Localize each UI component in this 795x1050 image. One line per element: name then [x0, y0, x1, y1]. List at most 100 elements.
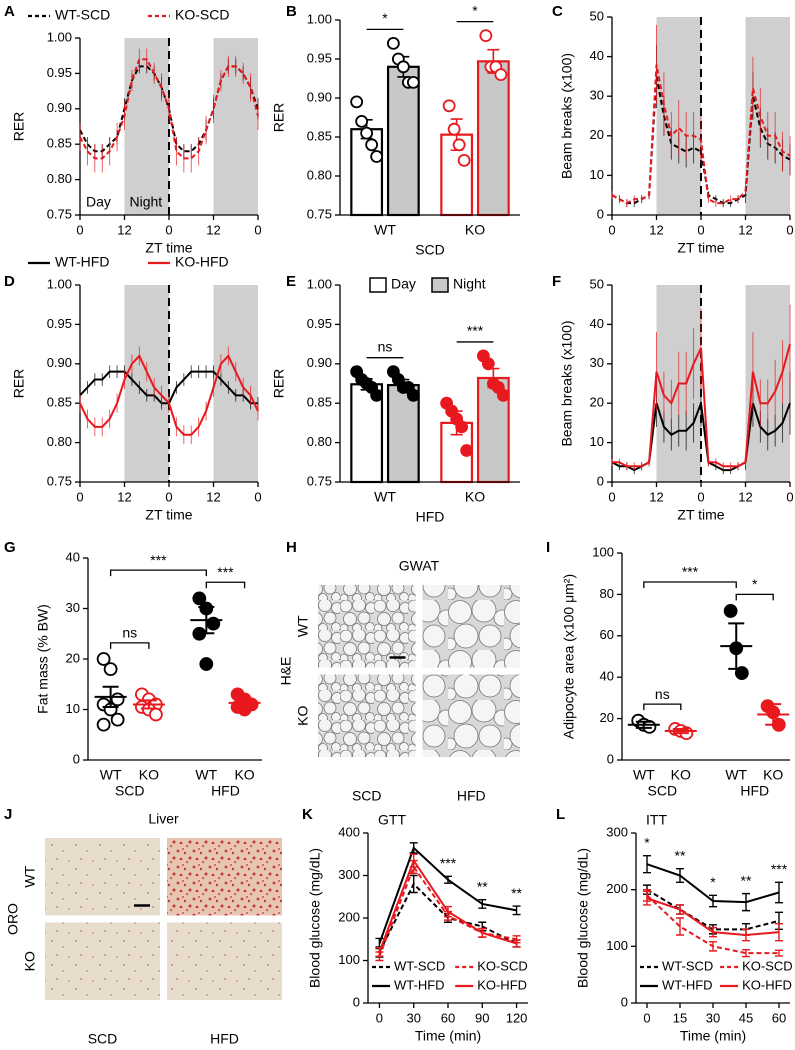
panel-title: ITT	[646, 812, 667, 828]
error-bar	[102, 685, 119, 708]
series-line	[79, 58, 259, 160]
data-point	[460, 444, 474, 457]
legend-label: WT-HFD	[394, 977, 445, 992]
y-tick-label: 0	[607, 751, 614, 766]
panel-label: H	[286, 539, 297, 556]
y-tick-label: 100	[338, 952, 360, 967]
data-point	[457, 153, 471, 167]
y-tick-label: 0.75	[307, 473, 332, 488]
panel-label: F	[552, 273, 561, 290]
series-line	[612, 343, 791, 468]
x-tick-label: WT	[374, 222, 396, 238]
y-tick-label: 1.00	[47, 29, 72, 44]
significance: **	[511, 885, 522, 901]
bracket-label: ns	[378, 338, 393, 354]
data-point	[734, 666, 749, 680]
x-tick-label: 0	[376, 1010, 383, 1025]
error-bar	[728, 622, 745, 670]
x-tick-label: 0	[76, 222, 83, 237]
x-tick-label: 0	[697, 222, 704, 237]
data-point	[355, 115, 369, 128]
micrograph	[422, 585, 520, 668]
y-tick-label: 0	[353, 994, 360, 1009]
image-title: Liver	[148, 811, 179, 827]
y-tick-label: 10	[590, 434, 604, 449]
legend-label: KO-SCD	[175, 7, 229, 23]
significance: ***	[771, 861, 788, 877]
panel-label: E	[286, 273, 296, 290]
data-point	[360, 126, 374, 140]
y-tick-label: 0	[621, 994, 628, 1009]
y-tick-label: 30	[66, 600, 80, 615]
y-tick-label: 0.95	[47, 65, 72, 80]
y-tick-label: 20	[66, 650, 80, 665]
y-tick-label: 0.90	[47, 355, 72, 370]
series-line	[611, 64, 791, 205]
y-axis-label: Blood glucose (mg/dL)	[575, 848, 591, 988]
series-line	[646, 863, 780, 904]
data-point	[386, 37, 400, 50]
y-tick-label: 0	[597, 206, 604, 221]
micrograph	[318, 585, 416, 668]
x-tick-label: 0	[608, 489, 615, 504]
y-axis-label: RER	[11, 112, 27, 142]
data-point	[350, 95, 364, 109]
y-tick-label: 20	[600, 710, 614, 725]
x-tick-label: 60	[441, 1010, 455, 1025]
bracket	[643, 581, 737, 588]
significance: **	[741, 872, 752, 888]
legend-label: WT-SCD	[55, 7, 110, 23]
y-tick-label: 0	[597, 473, 604, 488]
group-label: SCD	[648, 783, 678, 799]
x-tick-label: WT	[100, 767, 122, 783]
y-tick-label: 0.90	[47, 100, 72, 115]
data-point	[370, 388, 384, 402]
data-point	[396, 60, 410, 74]
x-tick-label: 0	[76, 489, 83, 504]
y-tick-label: 40	[590, 48, 604, 63]
data-point	[148, 707, 163, 722]
y-axis-label: RER	[11, 369, 27, 399]
panel-label: I	[546, 539, 550, 556]
x-axis-label: SCD	[415, 242, 445, 258]
y-tick-label: 0.90	[307, 355, 332, 370]
data-point	[406, 388, 420, 402]
legend-swatch	[431, 277, 449, 293]
data-point	[496, 388, 510, 402]
data-point	[365, 138, 379, 152]
x-tick-label: 12	[649, 489, 663, 504]
x-tick-label: 0	[697, 489, 704, 504]
y-tick-label: 300	[338, 867, 360, 882]
series-line	[646, 897, 780, 937]
data-point	[447, 122, 461, 136]
x-tick-label: 12	[738, 489, 752, 504]
y-tick-label: 0.95	[307, 50, 332, 65]
data-point	[481, 357, 495, 371]
y-axis-label: RER	[271, 369, 287, 399]
x-tick-label: 12	[206, 222, 220, 237]
x-tick-label: 60	[772, 1010, 786, 1025]
error-bar	[140, 699, 157, 710]
y-tick-label: 60	[600, 627, 614, 642]
error-bar	[635, 720, 652, 729]
series-line	[646, 894, 779, 955]
x-tick-label: 12	[117, 489, 131, 504]
y-tick-label: 10	[66, 701, 80, 716]
y-tick-label: 1.00	[307, 11, 332, 26]
column-label: HFD	[210, 1031, 239, 1047]
group-label: HFD	[740, 783, 769, 799]
data-point	[192, 591, 207, 606]
y-tick-label: 40	[590, 316, 604, 331]
error-bar	[742, 949, 750, 958]
shade-label: Night	[130, 194, 163, 210]
x-tick-label: KO	[139, 767, 159, 783]
series-line	[79, 354, 259, 436]
bracket-label: ns	[655, 686, 670, 702]
x-tick-label: WT	[195, 767, 217, 783]
y-tick-label: 0.85	[307, 128, 332, 143]
image-title: GWAT	[399, 558, 440, 574]
y-tick-label: 0.80	[47, 171, 72, 186]
significance: *	[644, 834, 650, 850]
stain-label: H&E	[278, 657, 294, 686]
x-tick-label: 90	[475, 1010, 489, 1025]
